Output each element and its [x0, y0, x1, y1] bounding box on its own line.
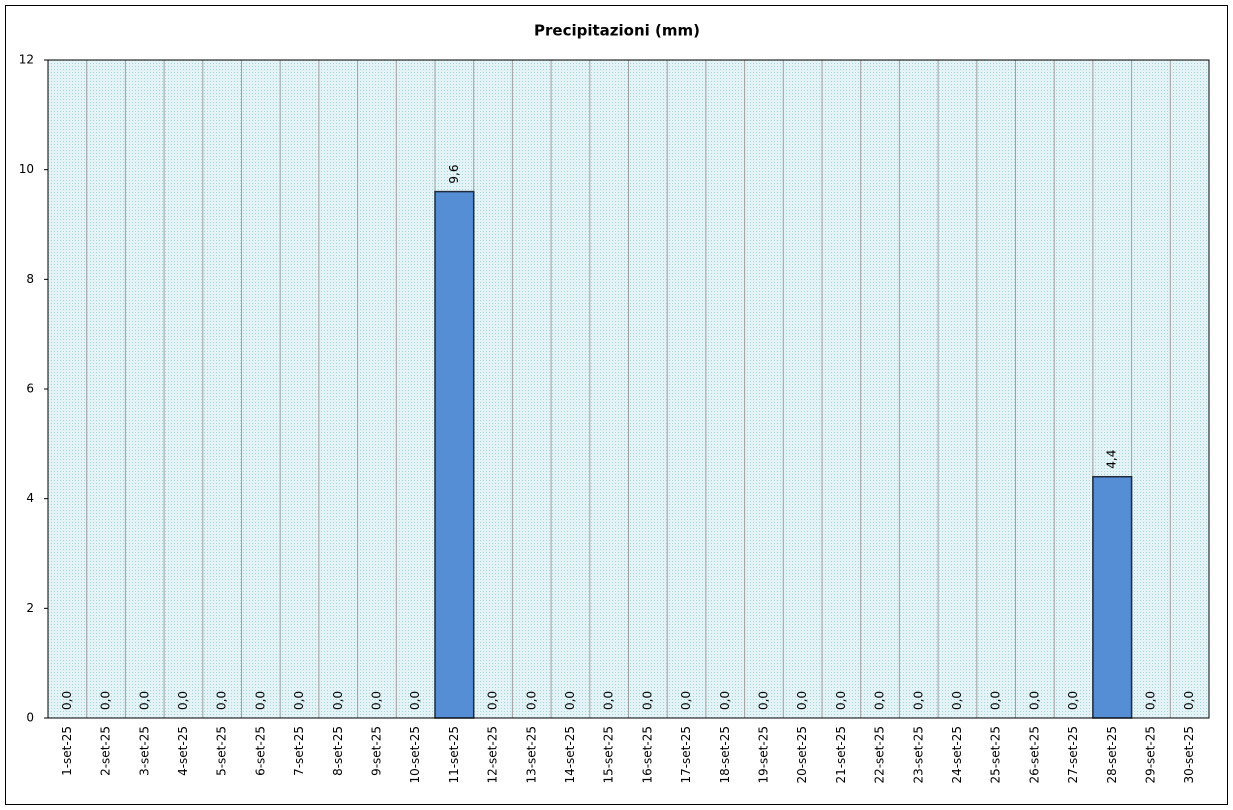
value-label: 0,0	[486, 691, 500, 710]
x-tick-label: 25-set-25	[989, 726, 1003, 784]
x-tick-label: 28-set-25	[1105, 726, 1119, 784]
x-tick-label: 6-set-25	[253, 726, 267, 776]
value-label: 0,0	[60, 691, 74, 710]
value-label: 0,0	[215, 691, 229, 710]
x-tick-label: 13-set-25	[524, 726, 538, 784]
x-tick-label: 12-set-25	[486, 726, 500, 784]
y-tick-label: 2	[26, 601, 34, 615]
value-label: 0,0	[950, 691, 964, 710]
value-label: 0,0	[176, 691, 190, 710]
value-label: 0,0	[718, 691, 732, 710]
x-tick-label: 8-set-25	[331, 726, 345, 776]
y-tick-label: 10	[19, 162, 34, 176]
y-tick-label: 12	[19, 53, 34, 67]
x-tick-label: 3-set-25	[137, 726, 151, 776]
value-label: 0,0	[524, 691, 538, 710]
value-label: 0,0	[873, 691, 887, 710]
y-tick-label: 4	[26, 491, 34, 505]
value-label: 0,0	[137, 691, 151, 710]
x-tick-label: 18-set-25	[718, 726, 732, 784]
x-tick-label: 24-set-25	[950, 726, 964, 784]
y-tick-label: 0	[26, 711, 34, 725]
x-tick-label: 29-set-25	[1143, 726, 1157, 784]
x-tick-label: 19-set-25	[756, 726, 770, 784]
x-tick-label: 2-set-25	[99, 726, 113, 776]
x-tick-label: 10-set-25	[408, 726, 422, 784]
value-label: 9,6	[447, 165, 461, 184]
bar	[1092, 475, 1133, 719]
value-label: 0,0	[331, 691, 345, 710]
value-label: 0,0	[911, 691, 925, 710]
x-tick-label: 27-set-25	[1066, 726, 1080, 784]
x-tick-label: 9-set-25	[369, 726, 383, 776]
x-tick-label: 22-set-25	[873, 726, 887, 784]
value-label: 0,0	[756, 691, 770, 710]
x-tick-label: 11-set-25	[447, 726, 461, 784]
bar	[434, 190, 475, 719]
value-label: 0,0	[1027, 691, 1041, 710]
value-label: 0,0	[369, 691, 383, 710]
x-tick-label: 4-set-25	[176, 726, 190, 776]
value-label: 0,0	[1143, 691, 1157, 710]
value-label: 0,0	[989, 691, 1003, 710]
x-tick-label: 23-set-25	[911, 726, 925, 784]
value-label: 0,0	[99, 691, 113, 710]
value-label: 0,0	[563, 691, 577, 710]
value-label: 0,0	[679, 691, 693, 710]
y-tick-label: 6	[26, 382, 34, 396]
value-label: 0,0	[408, 691, 422, 710]
x-tick-label: 30-set-25	[1182, 726, 1196, 784]
x-tick-label: 5-set-25	[215, 726, 229, 776]
x-tick-label: 16-set-25	[640, 726, 654, 784]
x-tick-label: 20-set-25	[795, 726, 809, 784]
value-label: 0,0	[795, 691, 809, 710]
value-label: 0,0	[292, 691, 306, 710]
x-tick-label: 7-set-25	[292, 726, 306, 776]
x-tick-label: 21-set-25	[834, 726, 848, 784]
plot-border	[47, 59, 1210, 719]
value-label: 0,0	[1066, 691, 1080, 710]
chart-title: Precipitazioni (mm)	[534, 22, 700, 40]
x-tick-label: 1-set-25	[60, 726, 74, 776]
x-tick-label: 26-set-25	[1027, 726, 1041, 784]
value-label: 0,0	[1182, 691, 1196, 710]
value-label: 0,0	[834, 691, 848, 710]
value-label: 4,4	[1105, 450, 1119, 469]
value-label: 0,0	[602, 691, 616, 710]
x-tick-label: 14-set-25	[563, 726, 577, 784]
y-tick-label: 8	[26, 272, 34, 286]
value-label: 0,0	[253, 691, 267, 710]
x-tick-label: 15-set-25	[602, 726, 616, 784]
value-label: 0,0	[640, 691, 654, 710]
x-tick-label: 17-set-25	[679, 726, 693, 784]
